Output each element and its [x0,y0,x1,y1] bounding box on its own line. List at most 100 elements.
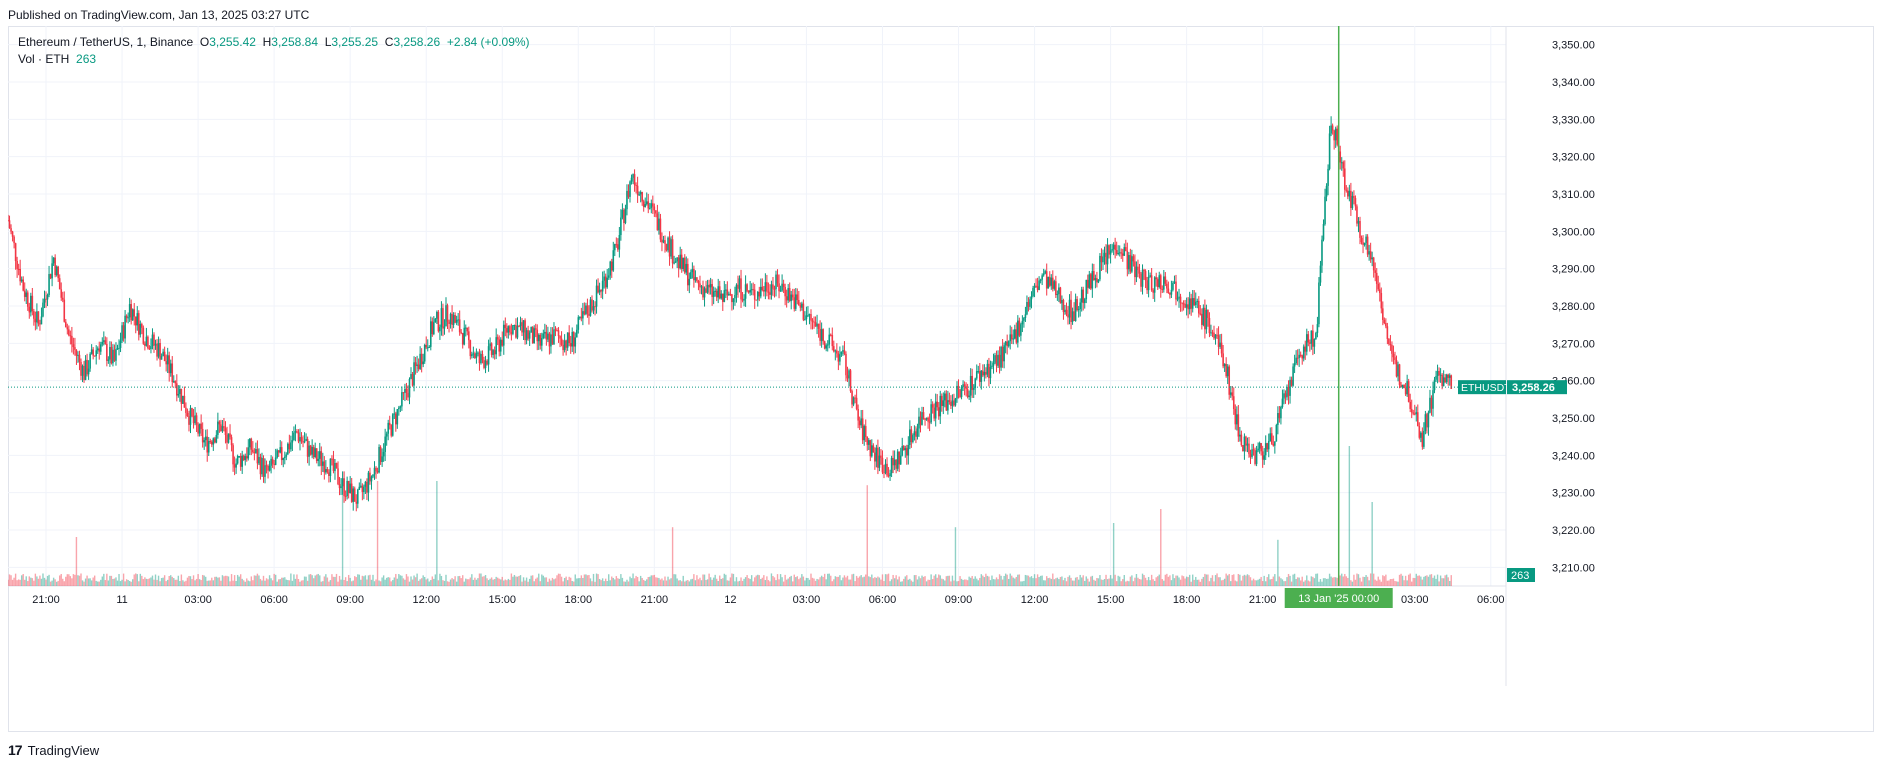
candle-body [157,343,160,357]
volume-bar [994,579,996,586]
volume-bar [205,576,207,586]
volume-bar [887,573,890,586]
candle-body [338,484,341,489]
candle-body [1099,255,1101,280]
candle-body [64,321,67,328]
candle-body [1083,299,1086,304]
volume-bar [918,576,920,586]
candle-body [1185,304,1188,308]
volume-bar [469,577,472,586]
volume-bar [84,578,87,586]
candle-body [1153,277,1156,293]
candle-body [451,313,453,325]
candle-body [37,311,40,324]
candle-body [148,348,151,350]
candle-body [1088,274,1091,288]
volume-bar [293,574,295,586]
candle-body [141,323,143,328]
candle-body [19,268,21,282]
candle-body [373,467,376,475]
candle-body [693,268,695,281]
candle-body [361,485,364,493]
candle-body [436,311,438,319]
volume-label[interactable]: Vol · ETH [18,52,70,66]
candle-body [1410,408,1413,413]
candle-body [913,431,916,436]
candle-body [586,305,589,314]
candle-body [1261,451,1264,460]
candle-body [1319,265,1322,283]
candle-body [439,327,441,332]
volume-bar [837,576,840,586]
volume-bar [586,575,589,586]
volume-bar [1385,574,1387,586]
candle-body [1392,353,1395,358]
candle-body [1330,125,1332,134]
candle-body [1404,388,1407,395]
candle-body [1406,381,1408,395]
time-tick-label: 06:00 [260,594,288,606]
candle-body [262,458,265,477]
volume-bar [308,574,310,586]
candle-body [469,340,472,357]
candle-body [1412,412,1415,414]
candle-body [1058,287,1060,294]
chart-grid [8,26,1507,686]
candle-body [554,329,557,331]
volume-bar [871,574,873,586]
candle-body [639,192,642,195]
volume-bar [813,578,815,586]
candle-body [290,442,292,450]
candle-body [326,469,329,473]
volume-bar [297,579,300,586]
volume-bar [1176,575,1179,586]
volume-bar [1141,573,1144,586]
candle-body [224,428,227,435]
candle-body [1111,249,1113,251]
candle-body [460,332,463,334]
time-tick-label: 11 [116,594,127,606]
volume-bar [1182,576,1185,586]
candle-body [548,333,551,347]
candle-body [1023,317,1025,321]
volume-bar [276,581,278,586]
volume-bar [512,576,514,586]
candlestick-chart[interactable]: 3,210.003,220.003,230.003,240.003,250.00… [8,26,1874,732]
volume-bar [1287,573,1290,586]
candle-body [78,354,81,362]
volume-bar [681,581,683,586]
volume-bar [913,575,916,586]
volume-bar [1257,579,1259,586]
volume-bar [136,574,138,586]
candle-body [700,286,703,288]
volume-bar [1350,580,1352,586]
volume-bar [440,575,443,586]
candle-body [1193,298,1196,305]
volume-bar [1345,576,1348,586]
volume-bar [1205,574,1208,586]
volume-bar [233,575,236,586]
volume-bar [1201,578,1203,586]
volume-bar [1272,576,1275,586]
candle-body [299,437,301,442]
volume-bar [1011,575,1013,586]
candle-body [1397,364,1399,377]
volume-bar [182,580,184,586]
candle-body [1240,434,1243,446]
symbol-name[interactable]: Ethereum / TetherUS, 1, Binance [18,35,194,49]
volume-bar [536,577,538,586]
volume-bar [1009,573,1011,586]
candle-body [705,288,707,293]
volume-bar [1417,575,1419,586]
volume-bar [842,577,844,586]
candle-body [42,302,44,317]
volume-bar [863,576,865,586]
volume-bar [1214,575,1217,586]
volume-bar [1444,575,1446,586]
candle-body [1029,299,1031,307]
candle-body [1150,275,1153,291]
candle-body [750,289,753,291]
volume-bar [484,575,487,586]
volume-bar [653,574,656,586]
candle-body [1356,206,1358,224]
